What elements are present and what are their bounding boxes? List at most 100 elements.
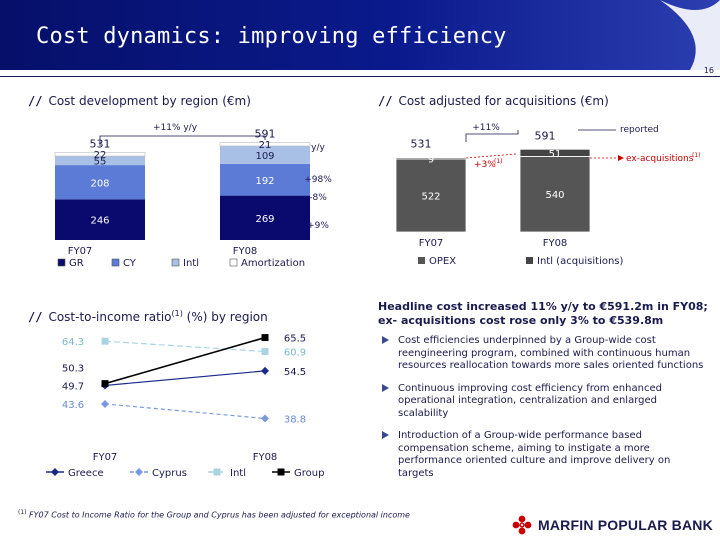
legend-label: Intl [183,258,199,269]
bar-value-label: 109 [255,151,274,162]
bullet-item: Continuous improving cost efficiency fro… [378,383,708,421]
section-title-rest: (%) by region [182,310,268,324]
section-slash: // [28,310,43,324]
x-tick-label: FY08 [233,246,258,257]
header-banner: Cost dynamics: improving efficiency [0,0,720,70]
bullet-arrow-icon [382,383,389,392]
chart-cost-by-region: 2462085522531FY0726919210921591FY08+11% … [54,123,332,269]
legend-label: CY [123,258,137,269]
point-value-label: 50.3 [62,364,84,375]
bar-value-label: 22 [94,150,107,161]
series-point-intl [261,348,269,356]
legend-marker [51,468,59,476]
legend-marker [135,468,143,476]
ex-acq-label-sup: (1) [692,152,701,159]
bar-value-label: 522 [421,191,440,202]
legend-marker [277,468,285,476]
legend-label: GR [69,258,84,269]
segment-change-label: +9% [307,221,329,231]
series-point-intl [101,337,109,345]
legend-label: Group [294,468,324,479]
legend-label: Cyprus [152,468,187,479]
section-cost-adjusted-title: // Cost adjusted for acquisitions (€m) [378,94,609,108]
bar-value-label: 269 [255,214,274,225]
bank-logo: MARFIN POPULAR BANK [512,514,713,536]
bullet-text: Introduction of a Group-wide performance… [398,430,671,479]
bar-value-label: 55 [94,157,107,168]
headline-text: Headline cost increased 11% y/y to €591.… [378,300,708,327]
marfin-logo-icon [512,515,532,535]
legend-swatch [111,258,120,267]
bar-segment-opex-fy07 [395,158,467,233]
footnote: (1) FY07 Cost to Income Ratio for the Gr… [18,509,410,520]
total-change-annotation: +11% y/y [153,123,198,133]
bar-segment-cy-fy08 [220,163,310,196]
x-tick-label: FY07 [68,246,93,257]
series-line-cyprus [104,403,266,420]
bullet-text: Cost efficiencies underpinned by a Group… [398,335,704,371]
series-point-group [101,380,109,388]
bar-segment-gr-fy08 [220,195,310,240]
reported-label: reported [620,125,659,135]
legend-swatch [418,257,425,264]
bar-value-label: 246 [90,216,109,227]
bullet-item: Cost efficiencies underpinned by a Group… [378,335,708,373]
legend-swatch [229,258,238,267]
bullet-item: Introduction of a Group-wide performance… [378,430,708,480]
footnote-sup: (1) [18,509,27,516]
header-curve-decoration [660,0,720,70]
chart-cost-adjusted: 5229531FY0754051591FY08+11%+3%(1)reporte… [395,123,701,267]
bar-segment-opex-fy08 [519,156,591,233]
point-value-label: 60.9 [284,348,306,359]
ex-acq-change-annotation: +3% [474,160,496,170]
bar-segment-intl-acq-fy08 [519,148,591,157]
point-value-label: 38.8 [284,414,306,425]
ex-acq-arrow-icon [618,155,624,161]
bar-segment-amortization-fy08 [219,142,311,147]
bar-segment-intl-acq-fy07 [395,157,467,160]
section-cost-by-region-title: // Cost development by region (€m) [28,94,251,108]
section-slash: // [28,94,43,108]
ex-acq-change-sup: (1) [494,158,503,165]
x-tick-label: FY08 [543,238,568,249]
bar-segment-amortization-fy07 [54,152,146,157]
series-line-intl [104,340,266,353]
point-value-label: 65.5 [284,334,306,345]
header-rule [0,76,720,77]
section-title-text: Cost adjusted for acquisitions (€m) [398,94,609,108]
legend-label: Amortization [241,258,305,269]
bar-value-label: 21 [259,140,272,151]
section-cost-to-income-title: // Cost-to-income ratio(1) (%) by region [28,309,268,324]
reported-change-annotation: +11% [472,123,500,133]
point-value-label: 64.3 [62,337,84,348]
change-bracket [465,130,519,142]
segment-change-label: -8% [309,193,327,203]
change-bracket [99,135,266,146]
point-value-label: 43.6 [62,400,84,411]
point-value-label: 54.5 [284,367,306,378]
footnote-text: FY07 Cost to Income Ratio for the Group … [26,510,410,520]
x-tick-label: FY07 [93,452,118,463]
series-point-cyprus [101,399,109,408]
legend-swatch [171,258,180,267]
yy-header: y/y [311,143,325,153]
section-title-text: Cost development by region (€m) [48,94,251,108]
ex-acq-bracket [465,153,517,159]
series-line-greece [104,370,266,387]
point-value-label: 49.7 [62,381,84,392]
legend-label: Intl [230,468,246,479]
logo-text: MARFIN POPULAR BANK [538,517,713,533]
section-slash: // [378,94,393,108]
bar-segment-intl-fy07 [55,156,145,166]
x-tick-label: FY08 [253,452,278,463]
bar-value-label: 51 [549,149,562,160]
bar-total-label: 591 [535,129,556,142]
bullet-text: Continuous improving cost efficiency fro… [398,382,662,419]
legend-label: OPEX [429,256,456,267]
bar-value-label: 540 [545,190,564,201]
page-title: Cost dynamics: improving efficiency [36,24,507,49]
chart-cost-to-income: 49.7 54.5 43.6 38.8 64.3 60.9 50.3 65.5 FY07 FY08… [46,334,324,479]
x-tick-label: FY07 [419,238,444,249]
bar-segment-cy-fy07 [55,165,145,200]
series-point-group [261,334,269,342]
